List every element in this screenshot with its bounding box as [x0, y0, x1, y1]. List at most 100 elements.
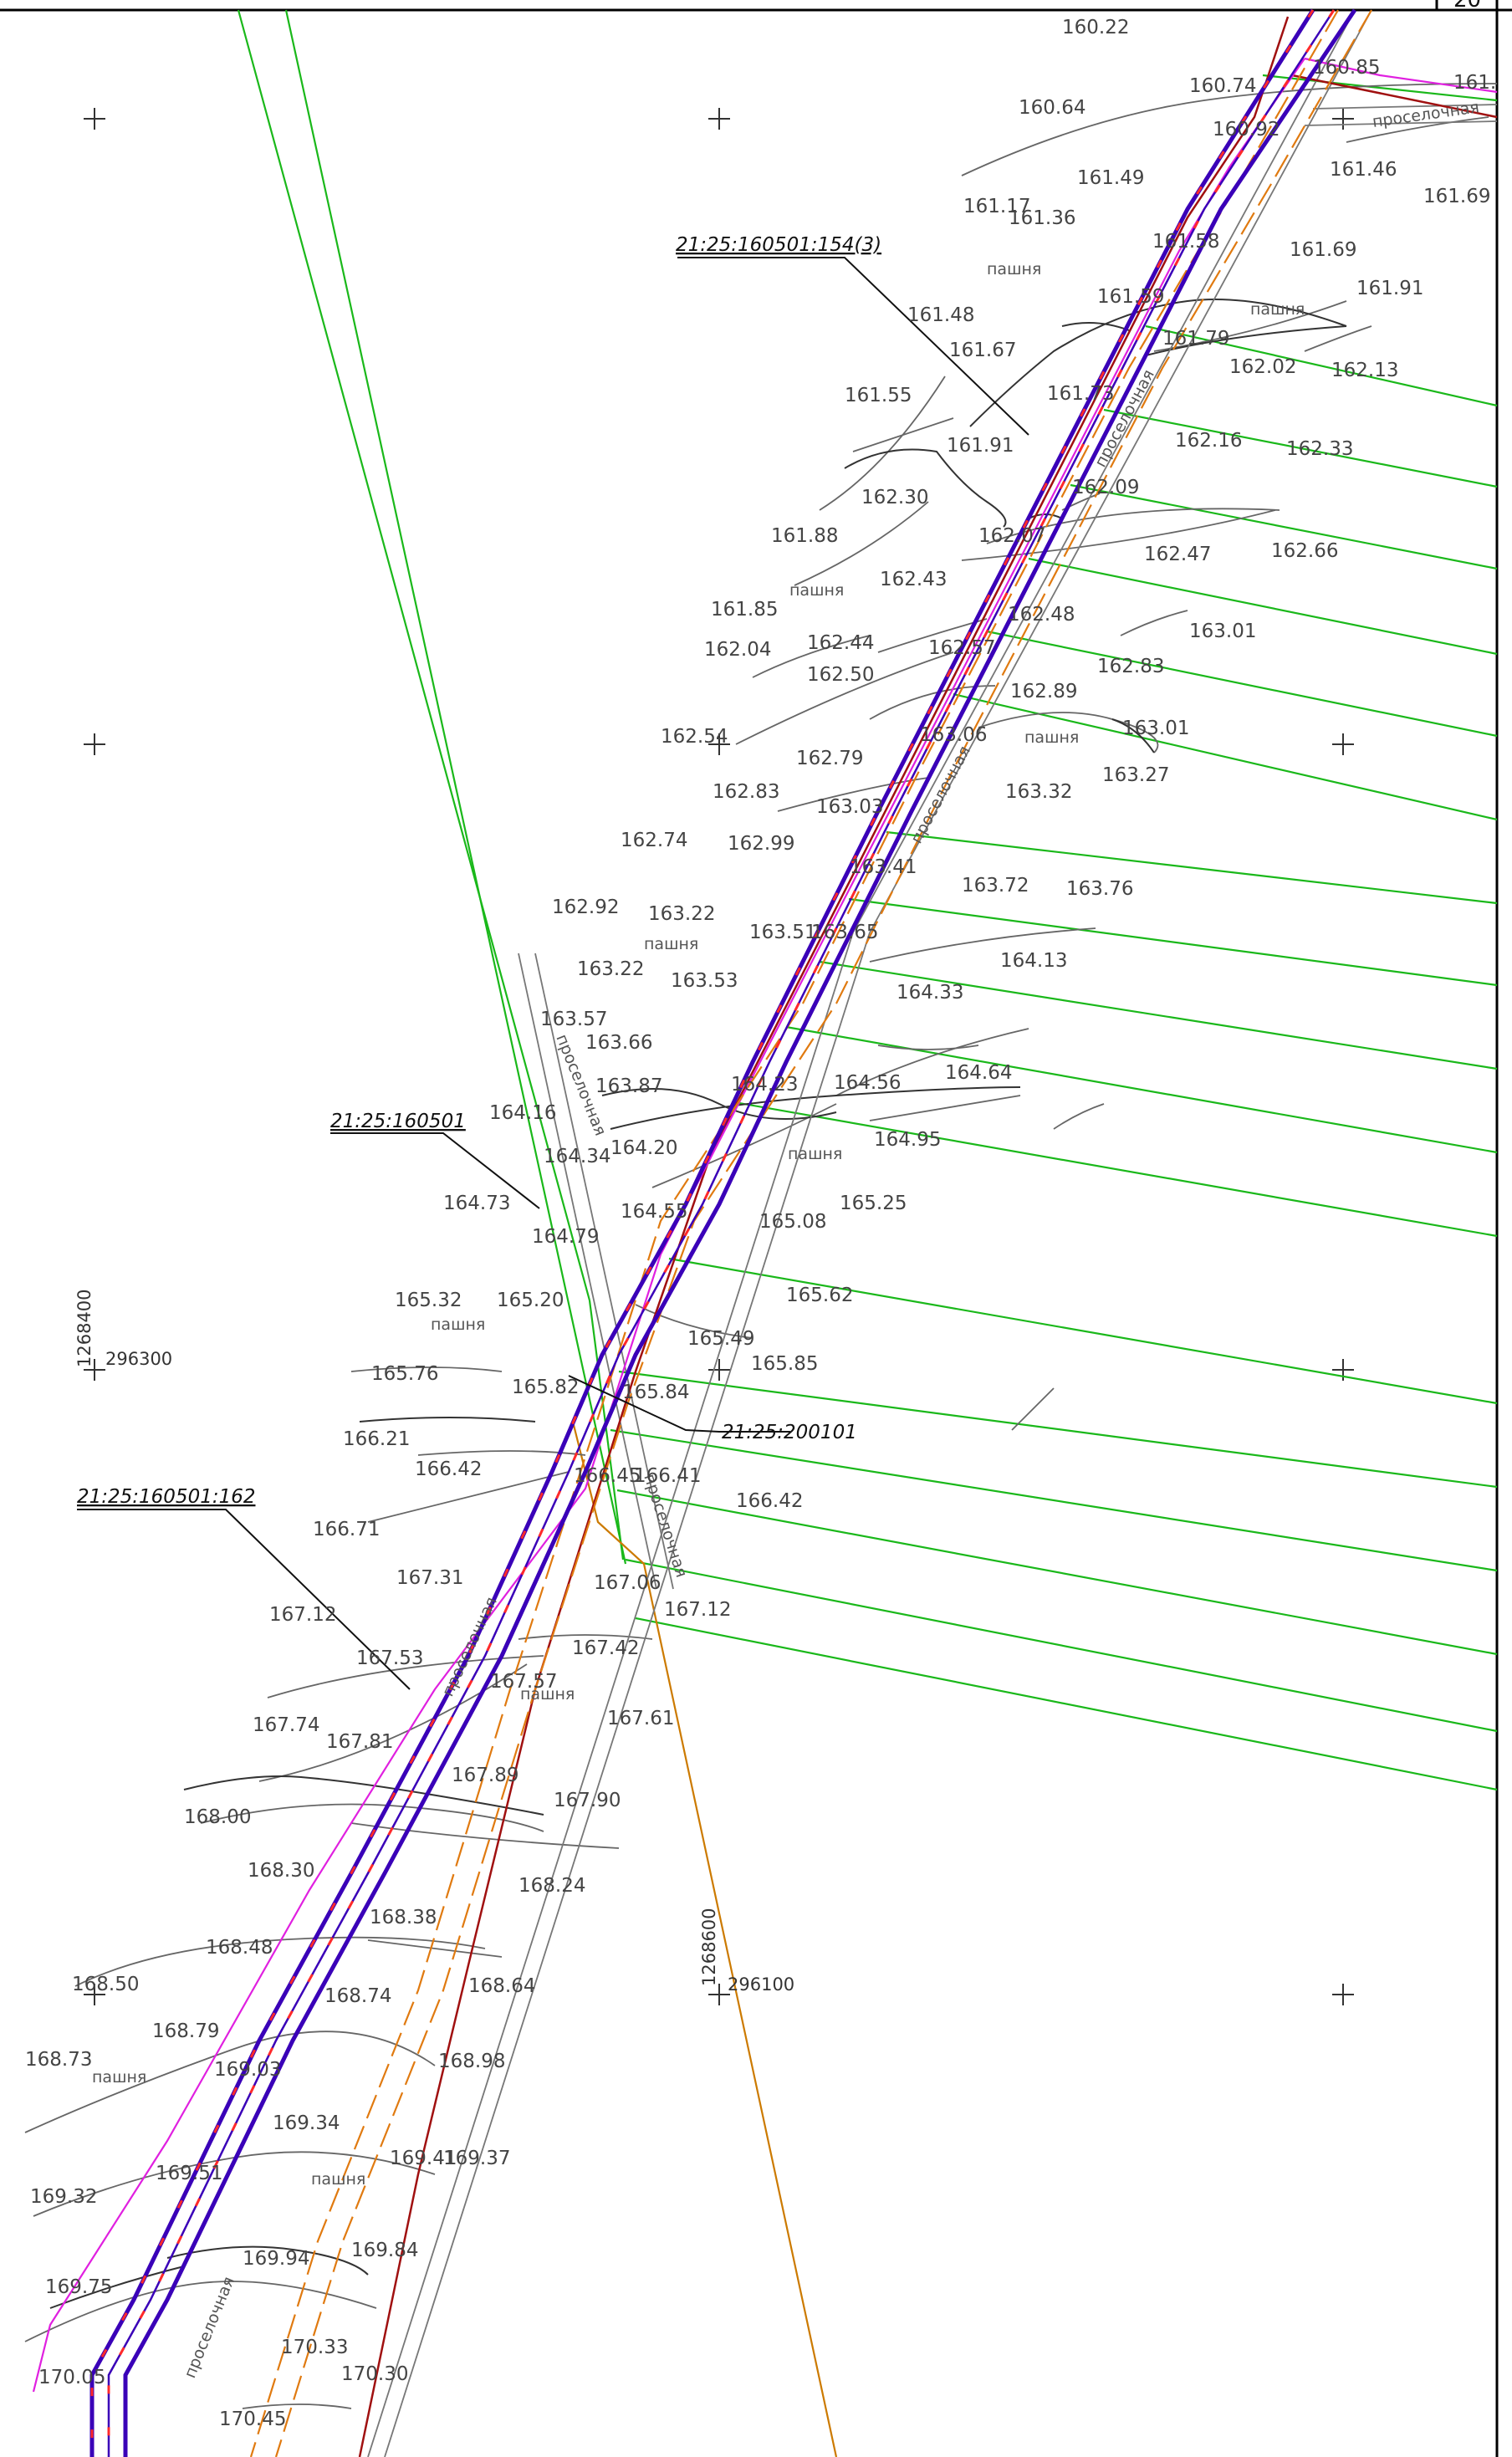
elevation-label: 162.09	[1072, 477, 1139, 498]
elevation-label: 166.45	[574, 1465, 641, 1487]
elevation-label: 161.59	[1097, 286, 1164, 308]
elevation-label: 165.85	[751, 1353, 818, 1375]
elevation-label: 169.34	[273, 2112, 340, 2134]
elevation-label: 162.47	[1144, 544, 1211, 565]
elevation-label: 163.53	[671, 970, 738, 992]
dirt-road-label: проселочная	[181, 2274, 238, 2381]
elevation-label: 162.48	[1008, 604, 1075, 626]
parcel-boundaries-green	[237, 9, 1498, 1791]
spot-elevations: 160.22 160.64 160.74 160.85 160.92 161. …	[25, 17, 1496, 2430]
elevation-label: 166.21	[343, 1428, 410, 1450]
elevation-label: 164.23	[731, 1074, 798, 1096]
elevation-label: 167.42	[572, 1637, 639, 1659]
elevation-label: 169.32	[30, 2186, 97, 2208]
elevation-label: 161.	[1453, 72, 1496, 94]
elevation-label: 160.64	[1019, 97, 1085, 119]
elevation-label: 164.64	[945, 1062, 1012, 1084]
grid-crosses	[84, 108, 1354, 2005]
elevation-label: 162.44	[807, 632, 874, 654]
elevation-label: 161.48	[907, 304, 974, 326]
elevation-label: 167.74	[253, 1714, 319, 1736]
arable-label: пашня	[92, 2068, 146, 2087]
elevation-label: 161.85	[711, 599, 778, 621]
arable-label: пашня	[1024, 728, 1079, 747]
elevation-label: 167.06	[594, 1572, 661, 1594]
elevation-label: 167.89	[452, 1765, 518, 1786]
elevation-label: 161.73	[1047, 383, 1114, 405]
elevation-label: 163.87	[595, 1075, 662, 1097]
leader-lines	[77, 257, 1029, 1690]
elevation-label: 163.01	[1122, 718, 1189, 739]
elevation-label: 165.62	[786, 1285, 853, 1306]
elevation-label: 164.16	[489, 1102, 556, 1124]
elevation-label: 164.95	[874, 1129, 941, 1151]
arable-label: пашня	[788, 1145, 842, 1163]
elevation-label: 170.33	[281, 2337, 348, 2358]
elevation-label: 161.88	[771, 525, 838, 547]
boundary-dark-red	[358, 16, 1498, 2457]
elevation-label: 162.04	[704, 639, 771, 661]
elevation-label: 169.51	[156, 2163, 222, 2184]
elevation-label: 167.90	[554, 1790, 621, 1811]
elevation-label: 168.74	[324, 1985, 391, 2007]
cadastral-label-154-3: 21:25:160501:154(3)	[676, 234, 881, 256]
elevation-label: 169.75	[45, 2276, 112, 2298]
route-offset-orange	[249, 9, 1372, 2457]
elevation-label: 163.72	[962, 875, 1029, 896]
elevation-label: 168.00	[184, 1806, 251, 1828]
elevation-label: 168.30	[248, 1860, 314, 1882]
elevation-label: 163.66	[585, 1032, 652, 1054]
elevation-label: 162.74	[621, 830, 687, 851]
elevation-label: 170.05	[38, 2367, 105, 2388]
elevation-label: 167.53	[356, 1647, 423, 1669]
elevation-label: 164.33	[896, 982, 963, 1004]
elevation-label: 164.79	[532, 1226, 599, 1248]
elevation-label: 164.73	[443, 1193, 510, 1214]
elevation-label: 168.48	[206, 1937, 273, 1959]
main-route	[89, 8, 1357, 2457]
elevation-label: 164.34	[544, 1146, 610, 1167]
elevation-label: 162.13	[1331, 360, 1398, 381]
elevation-label: 163.32	[1005, 781, 1072, 803]
cadastral-label-160501: 21:25:160501	[330, 1111, 466, 1132]
elevation-label: 162.66	[1271, 540, 1338, 562]
elevation-label: 164.20	[610, 1137, 677, 1159]
elevation-label: 162.83	[713, 781, 779, 803]
elevation-label: 161.58	[1152, 231, 1219, 253]
elevation-label: 167.12	[269, 1604, 336, 1626]
elevation-label: 165.25	[840, 1193, 907, 1214]
elevation-label: 169.84	[351, 2240, 418, 2261]
elevation-label: 168.24	[518, 1875, 585, 1897]
elevation-label: 163.76	[1066, 878, 1133, 900]
arable-label: пашня	[1250, 300, 1305, 319]
elevation-label: 169.94	[243, 2248, 309, 2270]
elevation-label: 162.57	[928, 637, 995, 659]
elevation-label: 162.54	[661, 726, 728, 748]
contour-lines	[24, 83, 1498, 2409]
elevation-label: 162.43	[880, 569, 947, 590]
elevation-label: 167.61	[607, 1708, 674, 1729]
elevation-label: 160.85	[1313, 57, 1380, 79]
elevation-label: 160.92	[1213, 119, 1280, 140]
elevation-label: 163.03	[816, 796, 883, 818]
elevation-label: 165.20	[497, 1290, 564, 1311]
elevation-label: 163.57	[540, 1009, 607, 1030]
arable-label: пашня	[987, 260, 1041, 278]
elevation-label: 161.46	[1330, 159, 1397, 181]
elevation-label: 162.50	[807, 664, 874, 686]
grid-label-x-left: 296300	[105, 1349, 172, 1369]
terrain-break-lines	[49, 299, 1347, 2309]
elevation-label: 163.22	[648, 903, 715, 925]
elevation-label: 165.76	[371, 1363, 438, 1385]
elevation-label: 165.32	[395, 1290, 462, 1311]
elevation-label: 162.99	[728, 833, 794, 855]
elevation-label: 167.12	[664, 1599, 731, 1621]
elevation-label: 167.57	[490, 1671, 557, 1693]
elevation-label: 161.17	[963, 196, 1030, 217]
cadastral-label-200101: 21:25:200101	[722, 1422, 857, 1443]
arable-label: пашня	[789, 581, 844, 600]
cadastral-label-162: 21:25:160501:162	[77, 1486, 255, 1508]
elevation-label: 161.69	[1423, 186, 1490, 207]
arable-label: пашня	[520, 1685, 575, 1704]
